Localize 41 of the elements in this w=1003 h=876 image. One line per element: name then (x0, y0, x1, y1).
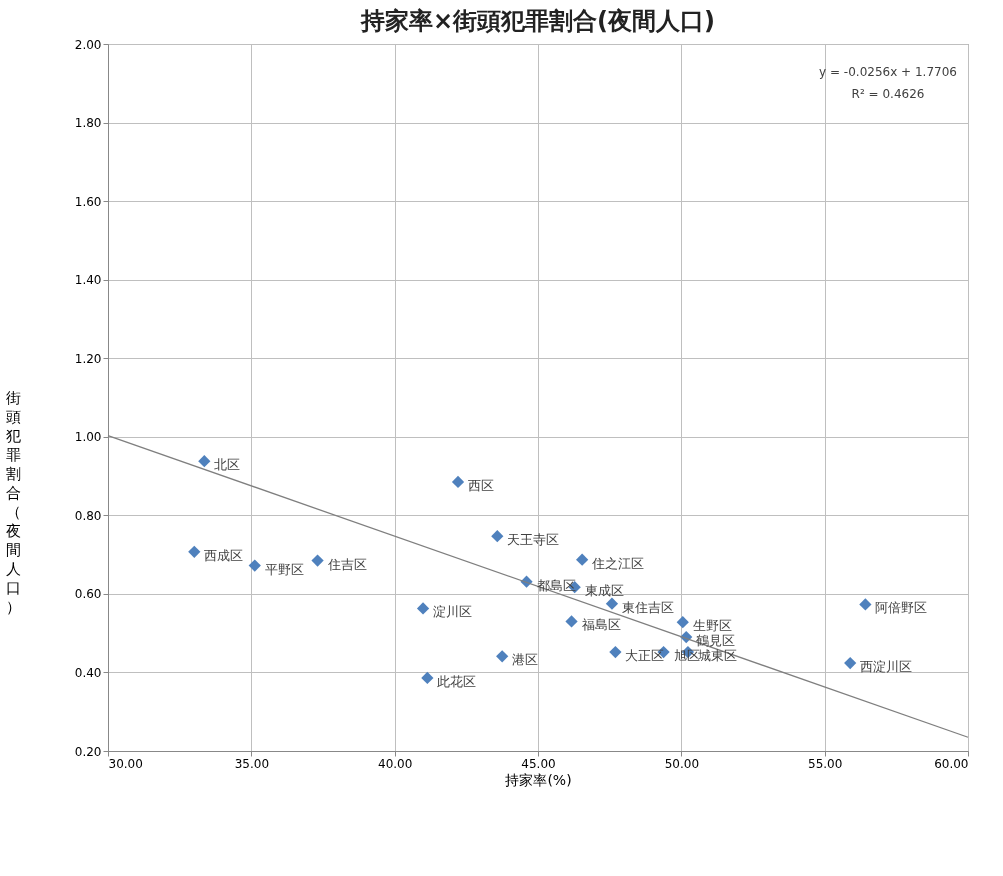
y-tick-label: 1.20 (74, 351, 102, 366)
x-tick-label: 45.00 (521, 756, 556, 771)
x-tick-label: 30.00 (108, 756, 143, 771)
x-tick-label: 35.00 (234, 756, 270, 771)
y-tick-label: 1.60 (74, 194, 102, 209)
chart-title: 持家率×街頭犯罪割合(夜間人口) (359, 7, 716, 35)
annotation: 東住吉区 (621, 599, 674, 615)
x-tick-label: 50.00 (664, 756, 700, 771)
annotation: R² = 0.4626 (851, 87, 925, 101)
y-tick-label: 1.00 (74, 430, 102, 445)
y-tick-label: 0.40 (74, 665, 102, 680)
annotation: 住之江区 (591, 555, 645, 571)
annotation: 大正区 (625, 648, 665, 664)
annotation: 此花区 (437, 673, 477, 689)
annotation: 阿倍野区 (875, 600, 928, 616)
annotation: 淀川区 (433, 604, 473, 620)
text: 街頭犯罪割合（夜間人口） (6, 388, 21, 616)
x-tick-label: 40.00 (377, 756, 413, 771)
annotation: 西成区 (204, 547, 244, 563)
annotation: 平野区 (264, 561, 304, 577)
annotation: 西淀川区 (860, 659, 913, 675)
annotation: 生野区 (692, 618, 732, 634)
y-tick-label: 1.40 (74, 273, 102, 288)
annotation: 北区 (214, 457, 241, 473)
annotation: 住吉区 (326, 556, 367, 572)
annotation: 西区 (468, 477, 495, 493)
annotation: 東成区 (584, 583, 624, 599)
y-tick-label: 1.80 (74, 116, 102, 131)
annotation: 旭区 (673, 648, 700, 664)
y-tick-label: 2.00 (74, 37, 102, 52)
x-axis-title: 持家率(%) (505, 771, 572, 788)
y-tick-label: 0.60 (74, 587, 102, 602)
annotation: 港区 (512, 652, 539, 668)
x-tick-label: 60.00 (934, 756, 969, 771)
x-tick-label: 55.00 (807, 756, 843, 771)
annotation: 天王寺区 (507, 532, 560, 548)
annotation: y = -0.0256x + 1.7706 (819, 65, 957, 79)
annotation: 鶴見区 (696, 633, 736, 649)
annotation: 福島区 (581, 617, 621, 633)
y-tick-label: 0.20 (74, 744, 102, 759)
y-tick-label: 0.80 (74, 508, 102, 523)
